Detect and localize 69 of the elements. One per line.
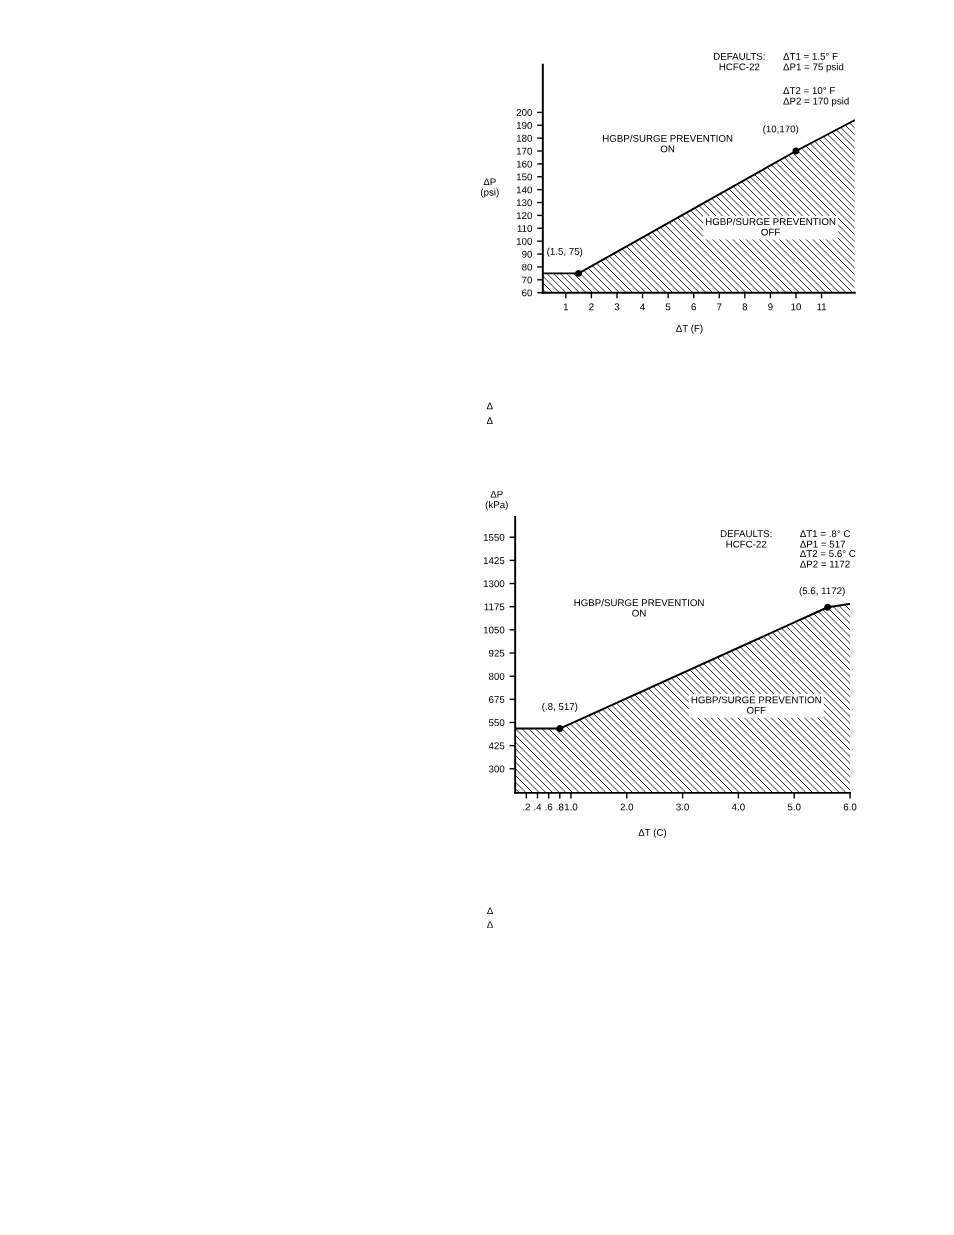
y-tick-label: 100 — [516, 237, 533, 245]
y-tick-label: 925 — [488, 649, 505, 657]
x-tick-label: 4.0 — [731, 803, 745, 811]
y-tick-label: 1425 — [483, 557, 505, 564]
x-tick-label: 4 — [640, 303, 645, 311]
y-tick-label: 190 — [516, 121, 533, 129]
annotation: DEFAULTS: HCFC-22 — [720, 530, 772, 548]
annotation: HGBP/SURGE PREVENTION ON — [603, 134, 733, 153]
y-tick-label: 300 — [488, 765, 505, 773]
x-tick-label: 11 — [817, 303, 827, 311]
y-tick-label: 550 — [488, 719, 505, 727]
y-tick-label: 90 — [522, 250, 533, 258]
x-tick-label: .4 — [534, 803, 542, 811]
y-tick-label: 1550 — [483, 533, 505, 541]
y-tick-label: 80 — [522, 263, 533, 271]
y-tick-label: 1050 — [483, 626, 505, 634]
annotation: (10,170) — [763, 125, 799, 135]
y-axis-title: ΔP (psi) — [480, 178, 499, 198]
annotation: HGBP/SURGE PREVENTION OFF — [705, 217, 836, 236]
y-tick-label: 675 — [489, 696, 505, 703]
y-tick-label: 1175 — [484, 603, 505, 611]
x-tick-label: 1.0 — [564, 803, 578, 811]
y-tick-label: 1300 — [483, 580, 505, 588]
x-tick-label: .8 — [556, 803, 564, 811]
y-axis-title: ΔP (kPa) — [485, 490, 508, 511]
x-tick-label: 6 — [691, 303, 696, 311]
x-axis-title: ΔT (F) — [676, 324, 703, 334]
y-tick-label: 60 — [522, 289, 533, 297]
x-axis-title: ΔT (C) — [638, 828, 667, 838]
annotation: ΔT1 = .8° C ΔP1 = 517 — [800, 530, 851, 548]
x-tick-label: 8 — [742, 303, 748, 311]
y-tick-label: 70 — [522, 276, 533, 284]
x-tick-label: .6 — [545, 803, 553, 811]
x-tick-label: 6.0 — [843, 803, 857, 811]
annotation: ΔT2 = 10° F ΔP2 = 170 psid — [783, 87, 849, 107]
y-tick-label: 120 — [516, 212, 533, 220]
annotation: HGBP/SURGE PREVENTION OFF — [691, 696, 821, 714]
annotation: (5.6, 1172) — [799, 587, 845, 597]
y-tick-label: 150 — [516, 173, 533, 181]
y-tick-label: 110 — [517, 225, 533, 232]
y-tick-label: 800 — [488, 672, 505, 680]
y-tick-label: 140 — [516, 186, 533, 194]
x-tick-label: 5.0 — [787, 803, 801, 811]
x-tick-label: 3.0 — [676, 803, 689, 811]
x-tick-label: 9 — [768, 303, 773, 311]
text: Δ — [487, 907, 493, 915]
text: Δ — [487, 921, 493, 928]
x-tick-label: .2 — [523, 803, 530, 811]
y-tick-label: 425 — [488, 742, 505, 750]
x-tick-label: 1 — [563, 303, 569, 311]
x-tick-label: 5 — [665, 303, 671, 311]
text: Δ — [486, 417, 493, 425]
x-tick-label: 2.0 — [620, 803, 634, 811]
annotation: ΔT2 = 5.6° C ΔP2 = 1172 — [800, 550, 856, 568]
annotation: ΔT1 = 1.5° F ΔP1 = 75 psid — [783, 52, 844, 73]
text: Δ — [486, 402, 493, 410]
annotation: (1.5, 75) — [547, 247, 583, 257]
annotation: HGBP/SURGE PREVENTION ON — [574, 599, 704, 617]
y-tick-label: 130 — [516, 199, 533, 207]
x-tick-label: 10 — [791, 303, 801, 311]
y-tick-label: 200 — [516, 109, 533, 116]
x-tick-label: 7 — [717, 303, 722, 311]
y-tick-label: 170 — [516, 147, 533, 155]
y-tick-label: 160 — [516, 160, 533, 168]
x-tick-label: 2 — [589, 303, 594, 311]
annotation: DEFAULTS: HCFC-22 — [714, 52, 765, 71]
x-tick-label: 3 — [614, 303, 620, 311]
y-tick-label: 180 — [516, 134, 533, 142]
annotation: (.8, 517) — [542, 702, 578, 712]
